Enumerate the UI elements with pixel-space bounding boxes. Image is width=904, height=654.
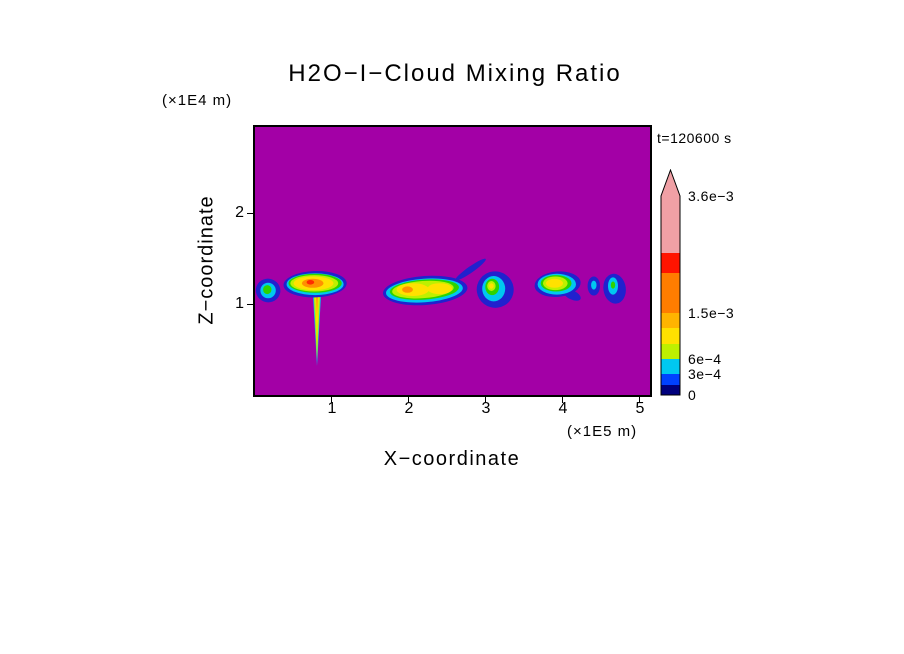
x-tick-label: 5 [635, 400, 645, 417]
x-tick-mark [331, 397, 333, 403]
x-tick-label: 4 [558, 400, 568, 417]
y-tick-mark [247, 303, 253, 305]
x-axis-label: X−coordinate [383, 448, 521, 470]
contour-plot [255, 127, 650, 395]
time-annotation: t=120600 s [657, 130, 732, 146]
x-tick-mark [639, 397, 641, 403]
colorbar-tick-label: 6e−4 [688, 351, 722, 367]
x-tick-mark [408, 397, 410, 403]
colorbar-tick-label: 3.6e−3 [688, 188, 735, 204]
x-tick-label: 3 [481, 400, 491, 417]
x-tick-label: 2 [404, 400, 414, 417]
x-tick-mark [562, 397, 564, 403]
chart-title: H2O−I−Cloud Mixing Ratio [288, 60, 622, 87]
plot-area [253, 125, 652, 397]
y-tick-label: 1 [235, 295, 244, 313]
colorbar-tick-label: 3e−4 [688, 366, 722, 382]
colorbar-tick-label: 1.5e−3 [688, 305, 735, 321]
x-axis-unit: (×1E5 m) [567, 423, 638, 440]
y-axis-unit: (×1E4 m) [162, 92, 233, 109]
y-tick-mark [247, 212, 253, 214]
x-tick-label: 1 [327, 400, 337, 417]
colorbar [660, 169, 681, 396]
x-tick-mark [485, 397, 487, 403]
colorbar-tick-label: 0 [688, 387, 697, 403]
y-tick-label: 2 [235, 204, 244, 222]
